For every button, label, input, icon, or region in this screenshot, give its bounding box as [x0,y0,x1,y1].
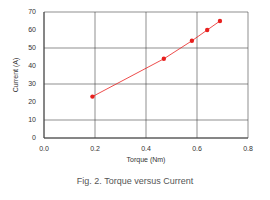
svg-text:70: 70 [28,8,36,15]
svg-text:0: 0 [32,134,36,141]
svg-text:0.2: 0.2 [90,145,100,152]
svg-text:Current (A): Current (A) [12,58,20,93]
svg-text:60: 60 [28,26,36,33]
html-text:Fig. 2. Torque versus Current: Fig. 2. Torque versus Current [76,176,194,186]
svg-text:0.0: 0.0 [39,145,49,152]
svg-text:30: 30 [28,80,36,87]
svg-text:0.8: 0.8 [243,145,253,152]
svg-text:0.6: 0.6 [192,145,202,152]
svg-text:10: 10 [28,116,36,123]
svg-text:50: 50 [28,44,36,51]
svg-text:20: 20 [28,98,36,105]
svg-text:0.4: 0.4 [141,145,151,152]
svg-text:Torque (Nm): Torque (Nm) [127,156,166,164]
svg-text:40: 40 [28,62,36,69]
